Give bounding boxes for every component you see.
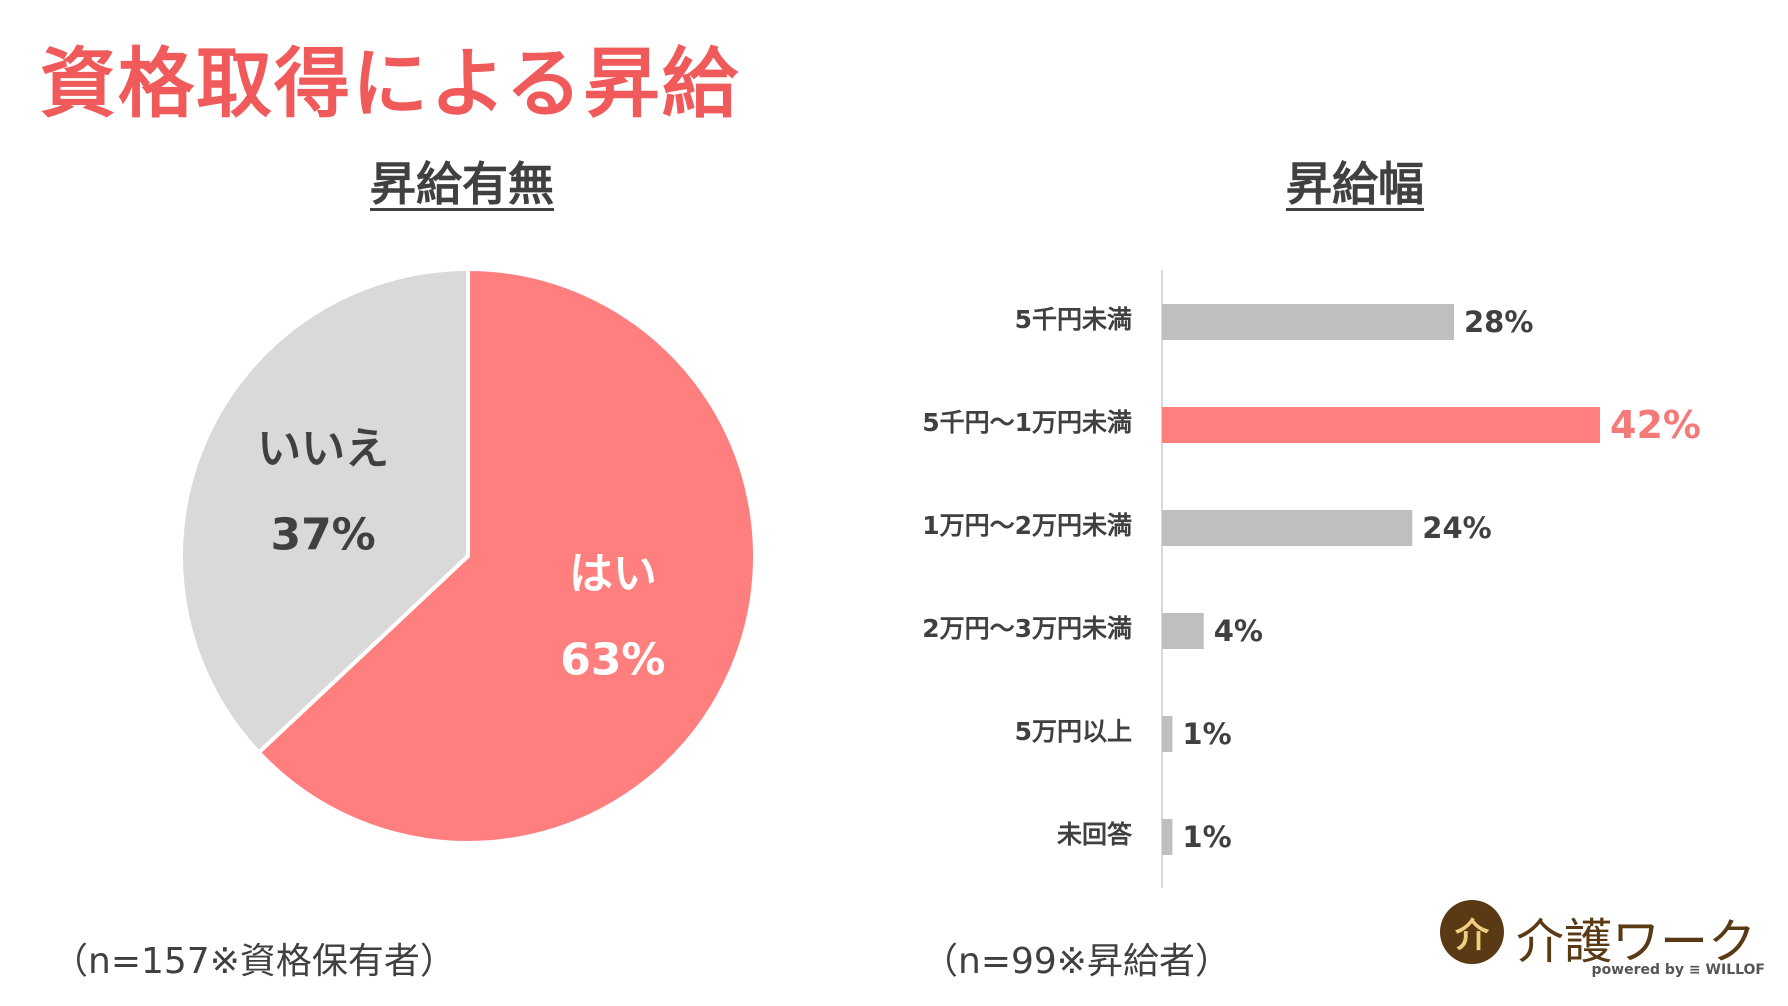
bar-1 bbox=[1162, 407, 1600, 443]
page-title: 資格取得による昇給 bbox=[40, 39, 740, 128]
bar-value-label: 24% bbox=[1422, 511, 1491, 545]
bar-value-label: 1% bbox=[1182, 717, 1231, 751]
bar-category-label: 1万円～2万円未満 bbox=[922, 511, 1132, 540]
bar-value-label: 1% bbox=[1182, 820, 1231, 854]
pie-slice-0 bbox=[255, 266, 757, 845]
logo-house-icon: 介 bbox=[1440, 900, 1504, 964]
bar-sample-note: （n=99※昇給者） bbox=[922, 941, 1231, 982]
pie-sample-note: （n=157※資格保有者） bbox=[52, 941, 456, 982]
bar-value-label: 4% bbox=[1214, 614, 1263, 648]
bar-category-label: 未回答 bbox=[1057, 820, 1133, 849]
bar-category-label: 5千円～1万円未満 bbox=[922, 408, 1132, 437]
pie-slice-label-0: はい bbox=[569, 549, 657, 600]
pie-slice-1 bbox=[179, 266, 470, 756]
logo-powered-by: powered by ≡ WILLOF bbox=[1591, 962, 1765, 978]
pie-chart-title: 昇給有無 bbox=[370, 157, 554, 211]
bar-value-label: 28% bbox=[1464, 305, 1533, 339]
bar-3 bbox=[1162, 613, 1204, 649]
brand-logo: 介 介護ワーク powered by ≡ WILLOF bbox=[1440, 900, 1765, 980]
bar-category-label: 2万円～3万円未満 bbox=[922, 614, 1132, 643]
bar-category-label: 5千円未満 bbox=[1015, 305, 1132, 334]
pie-slice-value-1: 37% bbox=[270, 509, 375, 560]
bar-category-label: 5万円以上 bbox=[1015, 717, 1132, 746]
bar-4 bbox=[1162, 716, 1173, 752]
bar-5 bbox=[1162, 819, 1173, 855]
bar-0 bbox=[1162, 304, 1454, 340]
bar-value-label: 42% bbox=[1610, 403, 1701, 447]
bar-chart-title: 昇給幅 bbox=[1286, 157, 1424, 211]
pie-slice-value-0: 63% bbox=[560, 635, 665, 686]
logo-text: 介護ワーク bbox=[1516, 914, 1757, 970]
bar-2 bbox=[1162, 510, 1413, 546]
pie-slice-label-1: いいえ bbox=[257, 423, 389, 474]
